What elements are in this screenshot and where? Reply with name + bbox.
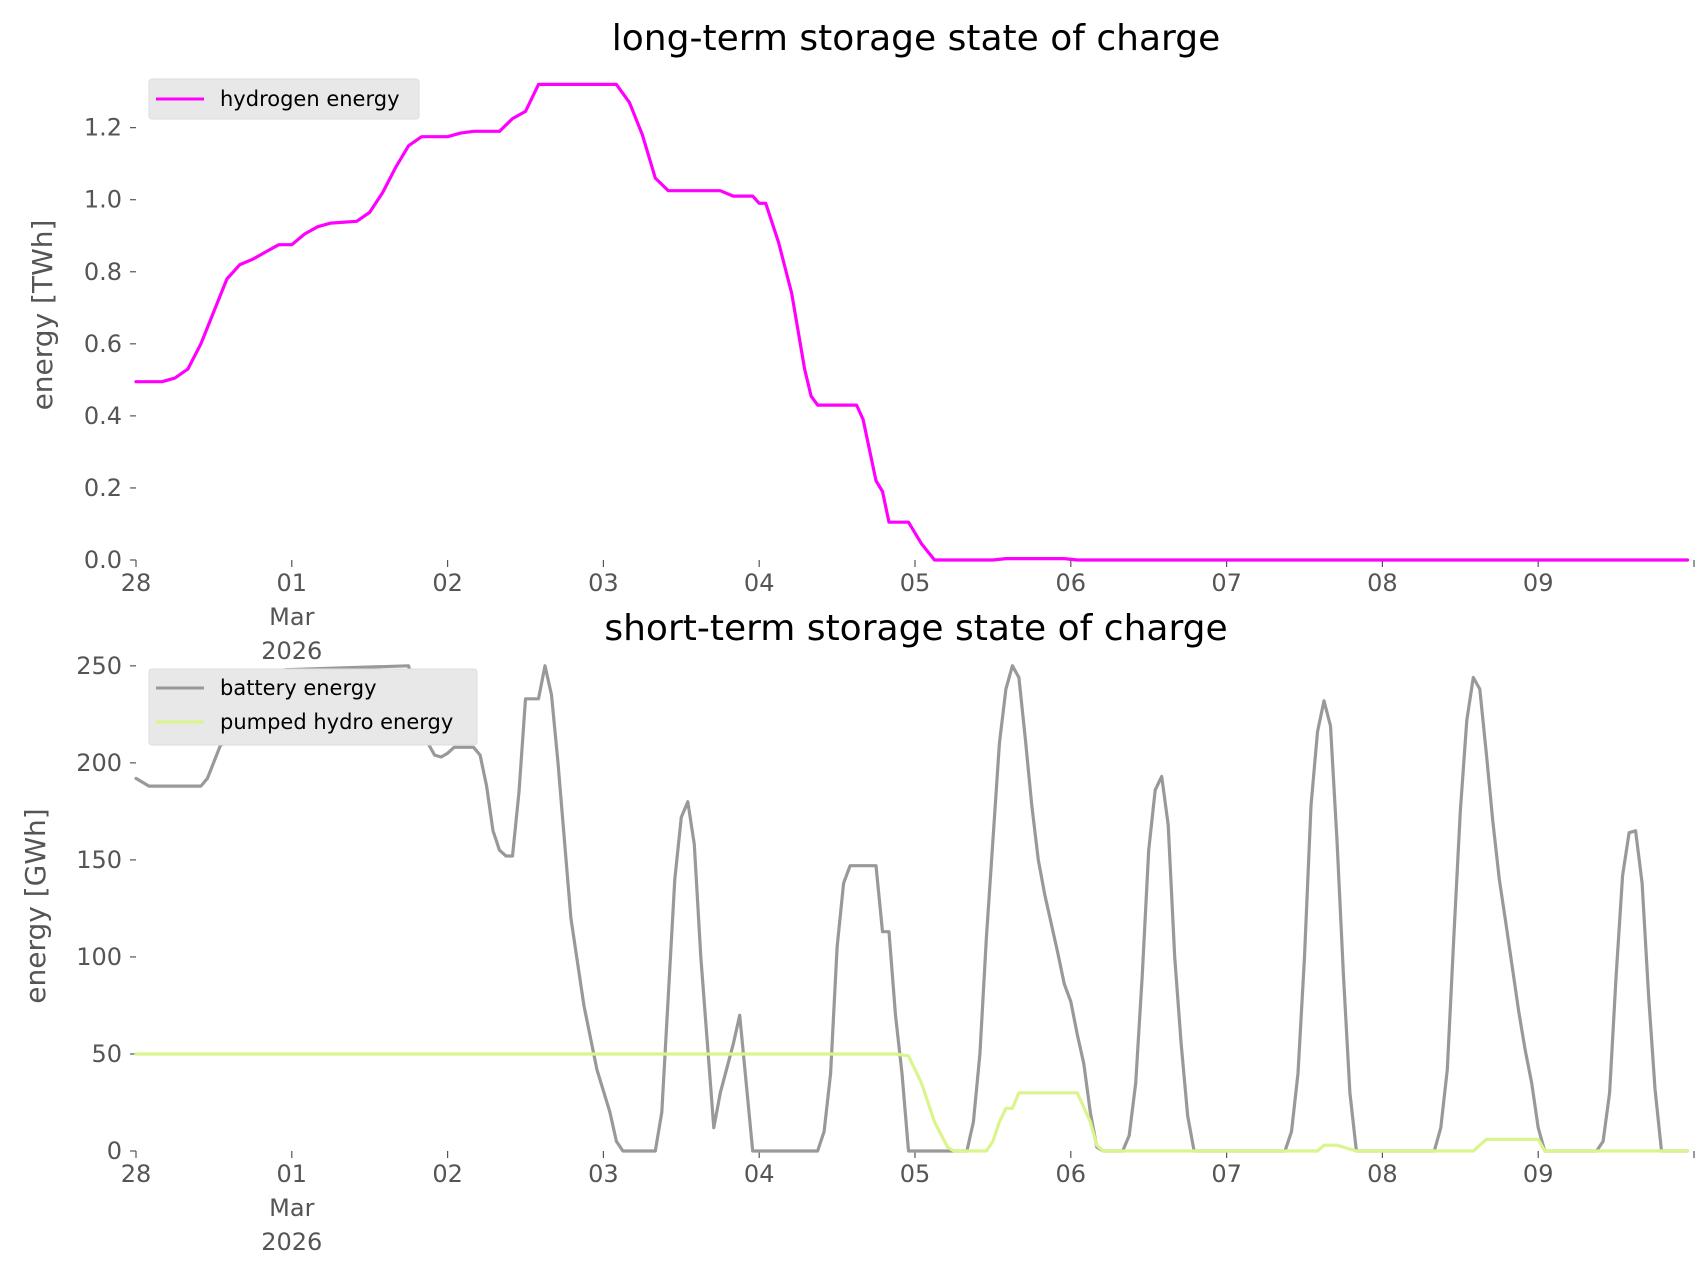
long-term-axes: 0.0 0.2 0.4 0.6 0.8 1.0 1.2 28 01 Mar 2026 02 03 04 05… [84,114,1695,665]
series-line-pumped-hydro-energy [134,1052,1690,1153]
x-tick-label: 09 [1523,1160,1554,1188]
long-term-series [134,82,1690,562]
x-tick-label: 02 [432,1160,463,1188]
x-tick-label: 06 [1056,569,1087,597]
y-tick-label: 250 [76,652,122,680]
x-tick-label: 08 [1367,569,1398,597]
x-tick-label: 05 [900,569,931,597]
y-tick-label: 1.0 [84,186,122,214]
x-tick-label: 28 [121,1160,152,1188]
y-tick-label: 0.0 [84,546,122,574]
x-tick-label: 07 [1211,1160,1242,1188]
long-term-y-axis-label: energy [TWh] [26,220,59,411]
short-term-chart: short-term storage state of charge energ… [19,608,1695,1256]
legend-box [148,78,420,120]
y-tick-label: 0.6 [84,330,122,358]
y-tick-label: 100 [76,943,122,971]
y-tick-label: 150 [76,846,122,874]
x-tick-label: 03 [588,1160,619,1188]
x-tick-label: 08 [1367,1160,1398,1188]
legend-box [148,668,478,746]
y-tick-label: 0 [107,1137,122,1165]
short-term-series [134,664,1690,1153]
x-tick-sublabel: 2026 [261,1228,322,1256]
long-term-legend: hydrogen energy [148,78,420,120]
x-tick-label: 09 [1523,569,1554,597]
short-term-y-axis-label: energy [GWh] [19,808,52,1003]
legend-label-hydrogen-energy: hydrogen energy [220,87,400,111]
y-tick-label: 1.2 [84,114,122,142]
x-tick-label: 01 [277,569,308,597]
legend-label-battery-energy: battery energy [220,676,377,700]
short-term-legend: battery energy pumped hydro energy [148,668,478,746]
y-tick-label: 200 [76,749,122,777]
x-tick-label: 03 [588,569,619,597]
x-tick-label: 01 [277,1160,308,1188]
x-tick-sublabel: Mar [269,1194,314,1222]
x-tick-label: 04 [744,569,775,597]
y-tick-label: 0.4 [84,402,122,430]
short-term-chart-title: short-term storage state of charge [604,608,1227,649]
x-tick-label: 04 [744,1160,775,1188]
x-tick-sublabel: Mar [269,603,314,631]
y-tick-label: 50 [91,1040,122,1068]
x-tick-label: 02 [432,569,463,597]
x-tick-label: 28 [121,569,152,597]
x-tick-label: 07 [1211,569,1242,597]
legend-label-pumped-hydro-energy: pumped hydro energy [220,710,453,734]
x-tick-sublabel: 2026 [261,637,322,665]
x-tick-label: 06 [1056,1160,1087,1188]
long-term-chart: long-term storage state of charge energy… [26,18,1695,665]
long-term-chart-title: long-term storage state of charge [612,18,1220,59]
series-line-hydrogen-energy [134,82,1690,562]
short-term-axes: 0 50 100 150 200 250 28 01 Mar 2026 02 03 04 05 06 07 08… [76,652,1695,1256]
series-line-battery-energy [134,664,1690,1153]
y-tick-label: 0.2 [84,474,122,502]
y-tick-label: 0.8 [84,258,122,286]
x-tick-label: 05 [900,1160,931,1188]
